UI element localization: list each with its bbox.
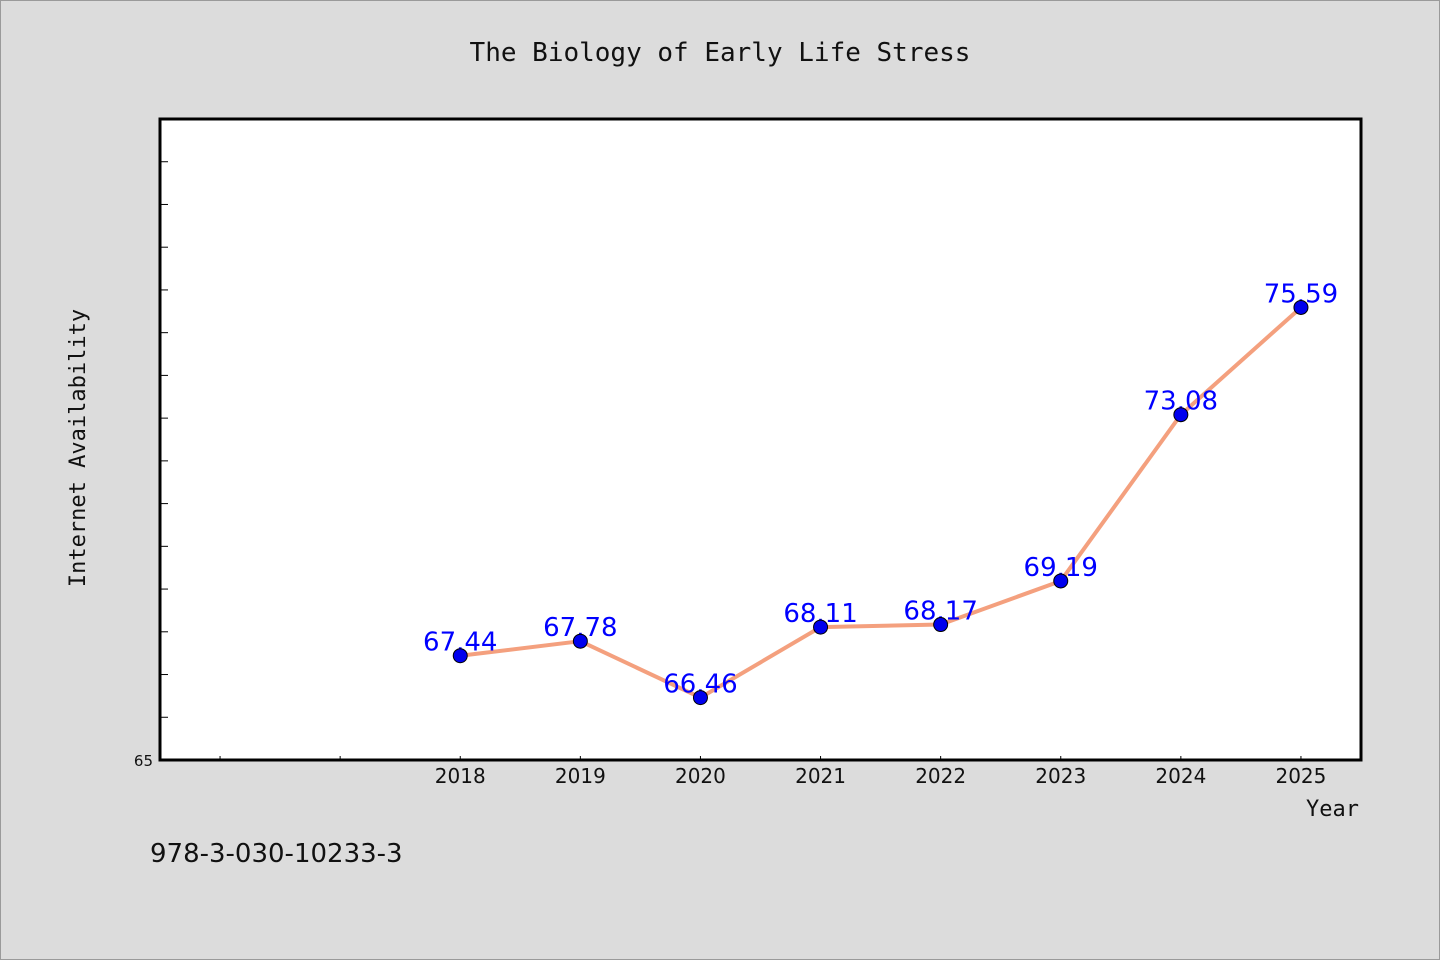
y-axis-ticks xyxy=(160,161,168,718)
x-tick-label: 2021 xyxy=(795,764,846,788)
footer-isbn: 978-3-030-10233-3 xyxy=(150,839,403,869)
x-tick-label: 2022 xyxy=(915,764,966,788)
y-tick-label: 65 xyxy=(134,752,153,770)
data-point xyxy=(452,648,468,664)
data-point xyxy=(1053,573,1069,589)
x-tick-label: 2020 xyxy=(675,764,726,788)
y-axis-label: Internet Availability xyxy=(66,309,91,587)
x-tick-label: 2023 xyxy=(1035,764,1086,788)
x-axis-label: Year xyxy=(1306,797,1359,822)
x-tick-label: 2019 xyxy=(555,764,606,788)
data-point xyxy=(813,619,829,635)
x-tick-label: 2025 xyxy=(1275,764,1326,788)
series-line xyxy=(460,305,1303,700)
x-tick-label: 2024 xyxy=(1155,764,1206,788)
data-point xyxy=(1293,299,1309,315)
x-tick-label: 2018 xyxy=(435,764,486,788)
data-point xyxy=(692,690,708,706)
data-point xyxy=(933,617,949,633)
data-point xyxy=(1173,407,1189,423)
x-axis-ticks: 2018 2019 2020 2021 2022 2023 2024 2025 xyxy=(219,756,1326,788)
chart-title: The Biology of Early Life Stress xyxy=(470,38,971,68)
data-point xyxy=(572,633,588,649)
